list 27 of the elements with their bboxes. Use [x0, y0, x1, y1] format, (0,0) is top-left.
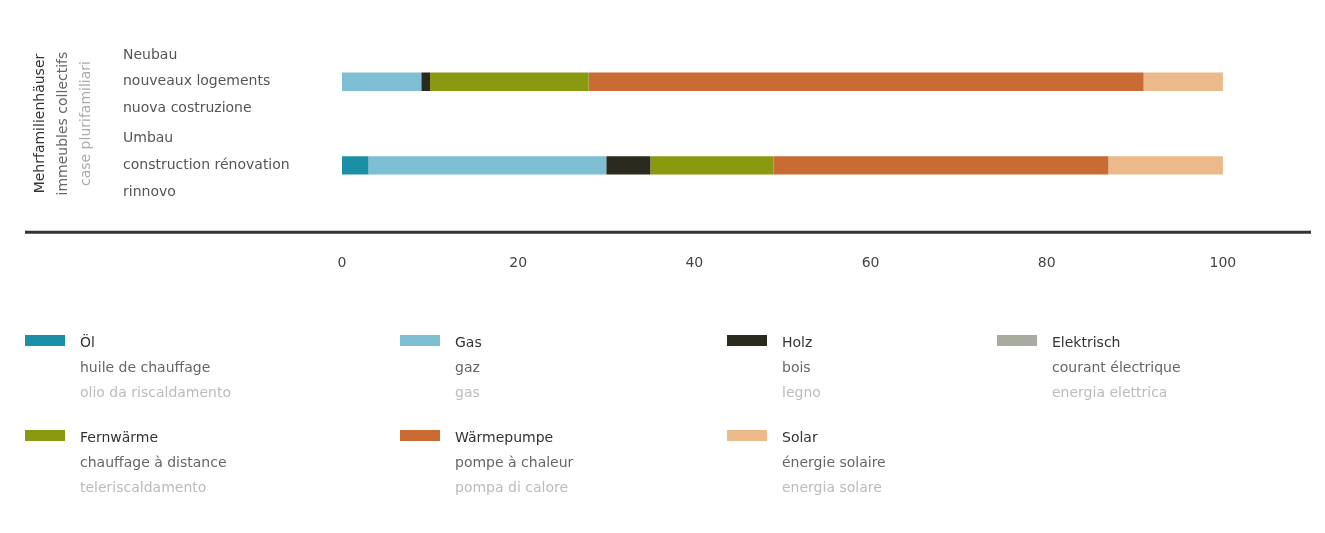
bar — [430, 72, 589, 91]
bar — [588, 72, 1144, 91]
legend-label: Elektrisch courant électrique energia elettrica — [1052, 333, 1181, 402]
y-tick-label: Umbau construction rénovation rinnovo — [123, 129, 290, 199]
legend-label: Holz bois legno — [782, 333, 821, 402]
legend-label: Öl huile de chauffage olio da riscaldamento — [80, 333, 232, 402]
x-tick-label: 100 — [1209, 254, 1237, 271]
bar — [1108, 156, 1223, 175]
x-tick-label: 60 — [861, 254, 880, 271]
y-tick-label: Neubau nouveaux logements nuova costruzione — [123, 45, 271, 115]
bar — [421, 72, 431, 91]
x-tick-label: 20 — [509, 254, 528, 271]
bar — [1143, 72, 1223, 91]
legend-label: Solar énergie solaire energia solare — [782, 428, 886, 497]
x-tick-label: 80 — [1037, 254, 1056, 271]
bar — [773, 156, 1109, 175]
legend-label: Fernwärme chauffage à distance teleriscaldamento — [80, 428, 227, 497]
legend-label: Gas gaz gas — [455, 333, 482, 402]
bar — [342, 72, 422, 91]
x-tick-label: 40 — [685, 254, 704, 271]
legend-label: Wärmepumpe pompe à chaleur pompa di calore — [455, 428, 574, 497]
bar — [650, 156, 774, 175]
y-axis-title: Mehrfamilienhäuser immeubles collectifs case plurifamiliari — [30, 51, 93, 196]
bar — [368, 156, 607, 175]
bar — [342, 156, 369, 175]
bar — [606, 156, 651, 175]
x-tick-label: 0 — [337, 254, 347, 271]
